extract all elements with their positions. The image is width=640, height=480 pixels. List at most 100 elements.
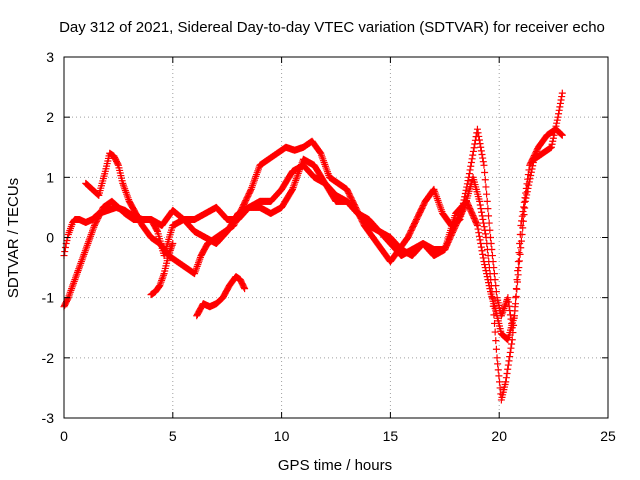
data-point-s3 [168, 243, 176, 251]
data-point-s1 [509, 329, 517, 337]
data-point-s1 [512, 300, 520, 308]
data-point-s3 [156, 282, 164, 290]
data-point-s2 [477, 143, 485, 151]
data-point-s1 [523, 188, 531, 196]
data-point-s1 [478, 212, 486, 220]
y-tick-label: -2 [42, 350, 55, 366]
data-point-s1 [522, 194, 530, 202]
data-point-s1 [529, 159, 537, 167]
data-point-s1 [513, 285, 521, 293]
data-point-s1 [503, 369, 511, 377]
data-point-s2 [485, 219, 493, 227]
data-point-s2 [459, 199, 467, 207]
data-point-s2 [492, 282, 500, 290]
data-point-s1 [520, 211, 528, 219]
x-tick-label: 25 [600, 428, 616, 444]
data-point-s1 [547, 143, 555, 151]
data-point-s2 [467, 162, 475, 170]
data-point-s2 [489, 258, 497, 266]
data-point-s2 [507, 315, 515, 323]
data-point-s2 [467, 159, 475, 167]
data-point-s2 [465, 170, 473, 178]
data-point-s2 [504, 294, 512, 302]
data-point-s0 [519, 208, 527, 216]
data-point-s2 [466, 166, 474, 174]
data-point-s0 [473, 220, 481, 228]
data-point-s0 [478, 247, 486, 255]
data-point-s2 [506, 311, 514, 319]
data-point-s3 [159, 273, 167, 281]
data-point-s1 [551, 128, 559, 136]
data-point-s2 [475, 132, 483, 140]
x-tick-label: 15 [383, 428, 399, 444]
data-point-s2 [483, 197, 491, 205]
grid-lines [64, 57, 608, 418]
data-point-s0 [474, 225, 482, 233]
data-point-s0 [514, 258, 522, 266]
data-point-s3 [169, 240, 177, 248]
data-point-s1 [494, 366, 502, 374]
data-point-s2 [505, 298, 513, 306]
data-point-s2 [114, 160, 122, 168]
data-point-s2 [488, 252, 496, 260]
data-point-s0 [558, 131, 566, 139]
data-point-s1 [521, 204, 529, 212]
y-tick-label: 3 [46, 49, 54, 65]
data-point-s1 [558, 93, 566, 101]
data-point-s1 [555, 106, 563, 114]
data-point-s1 [506, 348, 514, 356]
data-point-s2 [478, 150, 486, 158]
data-point-s3 [166, 248, 174, 256]
data-point-s4 [240, 283, 248, 291]
data-point-s1 [513, 278, 521, 286]
data-point-s2 [477, 147, 485, 155]
data-point-s2 [480, 161, 488, 169]
data-point-s2 [469, 147, 477, 155]
data-point-s1 [527, 168, 535, 176]
data-point-s2 [463, 180, 471, 188]
x-tick-label: 5 [169, 428, 177, 444]
data-point-s1 [524, 184, 532, 192]
data-point-s1 [507, 344, 515, 352]
data-point-s2 [490, 270, 498, 278]
data-point-s0 [558, 131, 566, 139]
data-point-s3 [158, 276, 166, 284]
data-point-s1 [549, 137, 557, 145]
x-axis-title: GPS time / hours [278, 457, 392, 474]
data-point-s1 [502, 374, 510, 382]
data-point-s1 [504, 365, 512, 373]
data-point-s1 [519, 217, 527, 225]
y-axis-title: SDTVAR / TECUs [5, 178, 22, 298]
data-point-s1 [491, 328, 499, 336]
data-point-s2 [508, 319, 516, 327]
data-point-s2 [456, 215, 464, 223]
data-point-s1 [492, 345, 500, 353]
data-point-s2 [463, 183, 471, 191]
data-point-s1 [529, 162, 537, 170]
data-point-s1 [512, 292, 520, 300]
data-point-s1 [548, 140, 556, 148]
data-point-s1 [476, 197, 484, 205]
data-point-s1 [555, 110, 563, 118]
data-point-s3 [166, 246, 174, 254]
data-point-s2 [492, 288, 500, 296]
data-point-s0 [479, 254, 487, 262]
data-point-s1 [519, 224, 527, 232]
data-point-s2 [481, 176, 489, 184]
data-point-s2 [460, 196, 468, 204]
data-point-s2 [506, 307, 514, 315]
data-point-s3 [156, 280, 164, 288]
data-point-s2 [462, 186, 470, 194]
data-point-s3 [159, 271, 167, 279]
data-points [60, 89, 566, 404]
y-tick-label: -3 [42, 410, 55, 426]
data-point-s3 [158, 275, 166, 283]
data-point-s2 [457, 209, 465, 217]
y-tick-label: 2 [46, 109, 54, 125]
data-point-s1 [510, 314, 518, 322]
data-point-s1 [523, 191, 531, 199]
data-point-s1 [478, 208, 486, 216]
data-point-s2 [487, 240, 495, 248]
x-tick-label: 20 [491, 428, 507, 444]
data-point-s2 [457, 212, 465, 220]
